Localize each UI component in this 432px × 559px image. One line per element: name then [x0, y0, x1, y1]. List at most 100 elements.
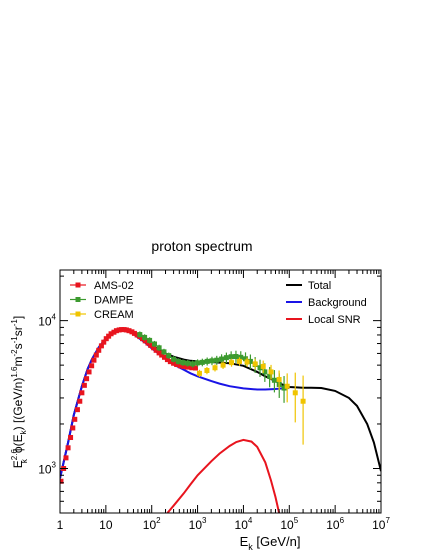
ams-02-point [134, 332, 140, 338]
ams-02-point [91, 357, 97, 363]
ams-02-point [74, 407, 80, 413]
x-tick-exp: 4 [248, 516, 253, 525]
x-tick-base: 10 [235, 518, 249, 532]
x-tick-exp: 5 [294, 516, 299, 525]
cream-point [229, 360, 235, 366]
x-tick-base: 10 [326, 518, 340, 532]
ams-02-point [72, 416, 78, 422]
ams-02-point [142, 338, 148, 344]
x-tick-label: 106 [326, 516, 344, 532]
ams-02-point [159, 352, 165, 358]
ams-02-point [184, 364, 190, 370]
x-tick-base: 10 [280, 518, 294, 532]
cream-point [252, 361, 258, 367]
y-tick-exp: 3 [52, 460, 57, 469]
x-tick-exp: 2 [156, 516, 161, 525]
ams-02-point [171, 360, 177, 366]
ams-02-point [63, 455, 69, 461]
dampe-point [142, 334, 148, 340]
dampe-point [223, 355, 229, 361]
dampe-point [137, 332, 143, 338]
total-line [60, 328, 381, 479]
ams-02-point [84, 376, 90, 382]
y-axis-label: E2.6kϕ(Ek) [(GeV/n)1.6m-2s-1sr-1] [10, 316, 29, 468]
legend-local-snr-label: Local SNR [308, 314, 361, 326]
legend-background-label: Background [308, 297, 367, 309]
y-tick-exp: 4 [52, 313, 57, 322]
plot-frame [59, 269, 382, 514]
dampe-point [228, 354, 234, 360]
cream-point [236, 358, 242, 364]
ams-02-point [167, 359, 173, 365]
ams-02-point [108, 331, 114, 337]
x-tick-base: 10 [143, 518, 157, 532]
x-tick-base: 10 [189, 518, 203, 532]
x-tick-exp: 6 [340, 516, 345, 525]
cream-point [276, 376, 282, 382]
x-tick-base: 10 [99, 518, 113, 532]
x-axis-label: Ek [GeV/n] [240, 534, 301, 552]
dampe-point [209, 358, 215, 364]
x-tick-exp: 7 [385, 516, 390, 525]
ams-02-point [189, 365, 195, 371]
ams-02-point [174, 362, 180, 368]
legend-total-label: Total [308, 280, 331, 292]
series-layer [60, 327, 381, 513]
ams-02-point [103, 336, 109, 342]
ams-02-point [181, 363, 187, 369]
ams-02-point [70, 425, 76, 431]
dampe-point [199, 359, 205, 365]
ams-02-point [98, 343, 104, 349]
dampe-point [257, 365, 263, 371]
local-snr-line [166, 438, 281, 513]
cream-point [284, 383, 290, 389]
dampe-point [190, 361, 196, 367]
x-tick-label: 107 [372, 516, 390, 532]
dampe-point [267, 373, 273, 379]
legend-dampe-label: DAMPE [94, 295, 133, 307]
cream-point [268, 369, 274, 375]
ams-02-point [123, 327, 129, 333]
cream-point [212, 365, 218, 371]
ams-02-point [192, 365, 198, 371]
x-tick-label: 10 [99, 518, 113, 532]
cream-point [244, 359, 250, 365]
ams-02-point [156, 350, 162, 356]
ams-02-point [77, 398, 83, 404]
ams-02-point [86, 369, 92, 375]
ams-02-point [151, 345, 157, 351]
legend-ams-02-label: AMS-02 [94, 280, 134, 292]
legend-layer: AMS-02 DAMPE CREAM Total Background Local SNR [70, 280, 367, 326]
cream-point [204, 367, 210, 373]
ams-02-point [81, 382, 87, 388]
dampe-point [281, 385, 287, 391]
dampe-point [161, 349, 167, 355]
dampe-point [156, 345, 162, 351]
dampe-point [271, 377, 277, 383]
dampe-point [204, 358, 210, 364]
x-tick-base: 1 [57, 518, 64, 532]
ams-02-point [164, 357, 170, 363]
dampe-point [151, 341, 157, 347]
ams-02-point [113, 328, 119, 334]
dampe-point [147, 337, 153, 343]
chart-title: proton spectrum [151, 238, 252, 254]
cream-point [292, 390, 298, 396]
cream-point [220, 362, 226, 368]
legend-cream-label: CREAM [94, 309, 134, 321]
dampe-point [195, 360, 201, 366]
ams-02-point [89, 363, 95, 369]
ams-02-point [161, 354, 167, 360]
ams-02-point [177, 363, 183, 369]
dampe-point [166, 353, 172, 359]
x-tick-label: 103 [189, 516, 207, 532]
x-tick-exp: 3 [202, 516, 207, 525]
ams-02-point [65, 445, 71, 451]
y-tick-label: 104 [38, 313, 56, 329]
ams-02-point [145, 340, 151, 346]
ams-02-point [148, 342, 154, 348]
y-tick-base: 10 [38, 315, 52, 329]
y-tick-base: 10 [38, 462, 52, 476]
